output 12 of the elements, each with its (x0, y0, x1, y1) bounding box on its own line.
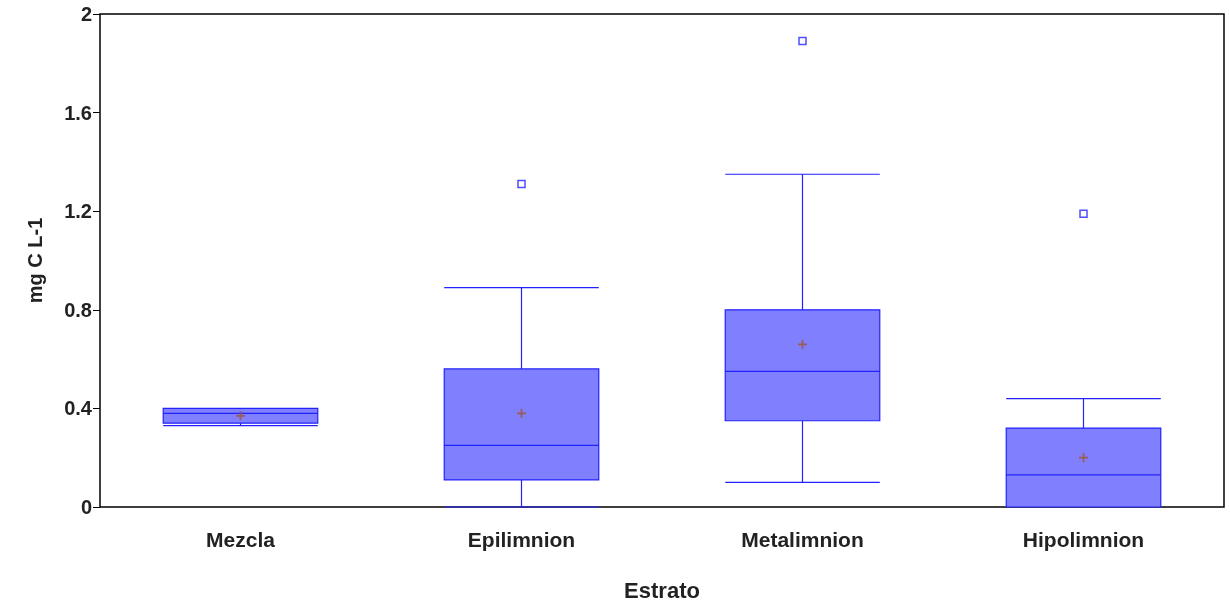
x-tick-label: Epilimnion (467, 528, 576, 551)
y-tick-label: 0 (80, 496, 92, 518)
y-axis-title: mg C L-1 (24, 217, 46, 304)
x-axis-title: Estrato (624, 577, 700, 603)
y-tick-label: 1.2 (64, 200, 92, 223)
y-tick-label: 0.8 (64, 298, 92, 321)
x-tick-label: Metalimnion (741, 528, 864, 551)
x-tick-label: Mezcla (206, 528, 276, 551)
y-tick-label: 0.4 (64, 397, 93, 420)
y-tick-label: 2 (80, 3, 92, 25)
x-tick-label: Hipolimnion (1022, 528, 1145, 551)
y-tick-label: 1.6 (64, 101, 92, 124)
